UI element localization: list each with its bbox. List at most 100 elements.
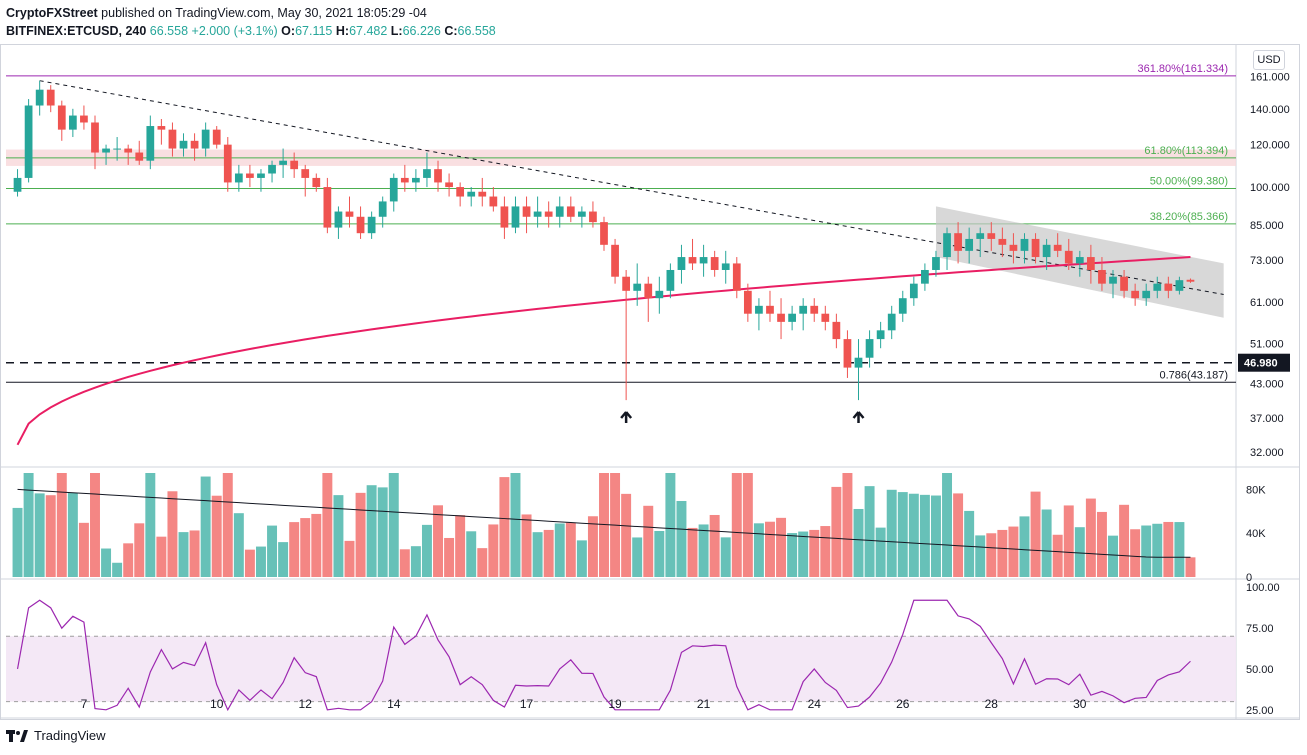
chart-header: CryptoFXStreet published on TradingView.… xyxy=(6,4,496,40)
candle-body xyxy=(533,211,542,217)
candle-body xyxy=(577,211,586,217)
volume-bar xyxy=(499,477,510,577)
last-price: 66.558 xyxy=(149,24,189,38)
candle-body xyxy=(257,173,265,178)
tradingview-logo-icon[interactable] xyxy=(6,729,28,743)
published-text: published on TradingView.com, May 30, 20… xyxy=(97,6,427,20)
price-tick-9: 37.000 xyxy=(1250,413,1284,425)
fib-label-0: 361.80%(161.334) xyxy=(1137,63,1228,75)
candle-body xyxy=(1186,279,1195,282)
candle-body xyxy=(589,211,597,223)
volume-bar xyxy=(1041,509,1052,577)
candle-body xyxy=(976,233,985,239)
candle-body xyxy=(1175,280,1184,291)
candle-body xyxy=(998,238,1007,245)
candle-body xyxy=(1087,257,1095,270)
candle-body xyxy=(13,177,22,192)
time-tick-7: 24 xyxy=(808,697,822,711)
publisher-line: CryptoFXStreet published on TradingView.… xyxy=(6,4,496,22)
volume-bar xyxy=(720,537,731,577)
footer-brand[interactable]: TradingView xyxy=(34,728,106,743)
candle-body xyxy=(854,357,863,368)
volume-bar xyxy=(820,526,831,577)
volume-bar xyxy=(510,473,521,577)
volume-bar xyxy=(798,531,809,577)
rsi-tick-0: 100.00 xyxy=(1246,582,1280,594)
volume-bar xyxy=(1085,498,1096,577)
volume-bar xyxy=(455,515,466,577)
open-label: O: xyxy=(281,24,296,38)
volume-bar xyxy=(831,486,842,577)
candle-body xyxy=(113,148,121,150)
volume-tick-1: 40K xyxy=(1246,528,1266,540)
volume-bar xyxy=(211,495,222,577)
symbol-label[interactable]: BITFINEX:ETCUSD, 240 xyxy=(6,24,147,38)
volume-bar xyxy=(1130,529,1141,577)
candle-body xyxy=(201,129,210,149)
volume-bar xyxy=(587,516,598,577)
candle-body xyxy=(168,129,177,149)
volume-bar xyxy=(543,529,554,577)
volume-bar xyxy=(1108,535,1118,577)
candle-body xyxy=(478,191,487,197)
candle-body xyxy=(666,269,675,291)
candle-body xyxy=(1098,269,1106,284)
volume-bar xyxy=(189,530,200,577)
volume-bar xyxy=(410,546,421,577)
candle-body xyxy=(810,305,819,314)
volume-bar xyxy=(997,529,1008,577)
volume-bar xyxy=(45,495,56,577)
candle-body xyxy=(467,191,476,197)
price-tick-5: 73.000 xyxy=(1250,255,1284,267)
candle-body xyxy=(876,330,885,340)
volume-bar xyxy=(134,523,145,577)
volume-bar xyxy=(565,522,576,577)
candle-body xyxy=(35,89,44,106)
candle-body xyxy=(655,290,664,299)
volume-bar xyxy=(444,537,455,577)
candle-body xyxy=(279,160,287,165)
candle-body xyxy=(788,313,796,322)
candle-body xyxy=(600,222,608,245)
time-tick-3: 14 xyxy=(387,697,401,711)
volume-bar xyxy=(344,540,355,577)
volume-tick-2: 0 xyxy=(1246,572,1252,584)
volume-bar xyxy=(654,530,665,577)
volume-bar xyxy=(908,493,919,577)
price-change: +2.000 (+3.1%) xyxy=(191,24,278,38)
candle-body xyxy=(1109,276,1117,284)
volume-bar xyxy=(67,492,78,577)
candle-body xyxy=(1064,250,1073,264)
volume-bar xyxy=(919,494,930,577)
volume-bar xyxy=(200,476,211,577)
candle-body xyxy=(954,233,962,251)
candle-body xyxy=(367,216,376,234)
publisher-name[interactable]: CryptoFXStreet xyxy=(6,6,98,20)
up-arrow-icon-1 xyxy=(852,411,865,423)
volume-bar xyxy=(233,513,244,577)
volume-bar xyxy=(576,540,587,577)
close-label: C: xyxy=(444,24,458,38)
volume-bar xyxy=(765,521,775,577)
volume-bar xyxy=(787,533,798,577)
candle-body xyxy=(456,187,465,197)
candle-body xyxy=(190,140,199,149)
volume-tick-0: 80K xyxy=(1246,484,1266,496)
volume-bar xyxy=(1185,557,1196,577)
candle-body xyxy=(1131,290,1140,299)
candle-body xyxy=(91,122,99,153)
high-label: H: xyxy=(335,24,350,38)
rsi-tick-2: 50.00 xyxy=(1246,664,1274,676)
candle-body xyxy=(633,283,642,291)
close-value: 66.558 xyxy=(457,24,496,38)
currency-button[interactable]: USD xyxy=(1253,50,1285,70)
volume-bar xyxy=(244,549,255,577)
volume-bar xyxy=(986,533,997,577)
volume-bar xyxy=(12,507,23,577)
volume-bar xyxy=(145,473,156,577)
volume-bar xyxy=(698,524,709,577)
fib-label-2: 50.00%(99.380) xyxy=(1150,175,1228,187)
volume-bar xyxy=(1163,521,1174,577)
price-tick-8: 43.000 xyxy=(1250,378,1284,390)
